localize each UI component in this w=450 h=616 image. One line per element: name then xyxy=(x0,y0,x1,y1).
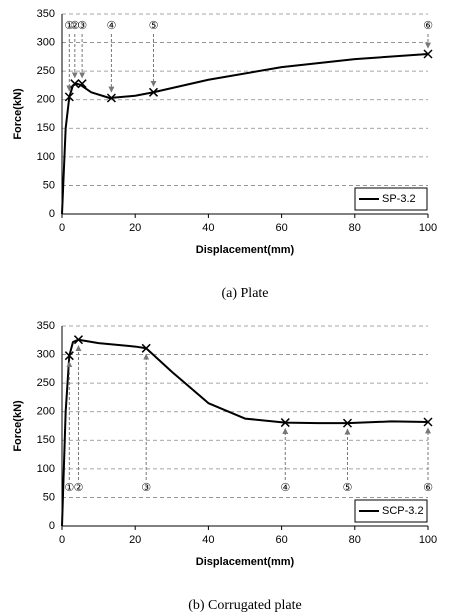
marker xyxy=(73,335,84,345)
y-tick-label: 50 xyxy=(43,179,55,191)
y-tick-label: 100 xyxy=(37,463,55,475)
x-tick-label: 20 xyxy=(129,222,141,234)
x-tick-label: 60 xyxy=(275,534,287,546)
y-tick-label: 250 xyxy=(37,65,55,77)
x-axis-title: Displacement(mm) xyxy=(196,244,295,256)
x-tick-label: 100 xyxy=(419,534,437,546)
legend-label: SP-3.2 xyxy=(382,193,416,205)
marker xyxy=(77,79,87,89)
x-tick-label: 20 xyxy=(129,534,141,546)
caption: (b) Corrugated plate xyxy=(188,598,302,613)
legend-label: SCP-3.2 xyxy=(382,505,424,517)
marker xyxy=(423,417,433,427)
annotation-label: ⑤ xyxy=(149,19,159,32)
annotation-label: ③ xyxy=(141,481,151,494)
x-tick-label: 80 xyxy=(349,222,361,234)
annotation-label: ② xyxy=(74,481,84,494)
y-tick-label: 150 xyxy=(37,122,55,134)
y-tick-label: 50 xyxy=(43,491,55,503)
annotation-label: ⑤ xyxy=(343,481,353,494)
annotation-label: ⑥ xyxy=(423,481,433,494)
annotation-label: ③ xyxy=(77,19,87,32)
marker xyxy=(423,49,433,59)
data-line xyxy=(61,53,429,215)
marker xyxy=(280,418,290,428)
legend-box xyxy=(354,499,428,523)
annotation-label: ④ xyxy=(280,481,290,494)
data-line xyxy=(61,338,429,527)
caption: (a) Plate xyxy=(221,286,268,301)
y-tick-label: 200 xyxy=(37,94,55,106)
marker xyxy=(141,343,151,353)
marker xyxy=(64,351,74,361)
marker xyxy=(106,93,116,103)
x-tick-label: 40 xyxy=(202,534,214,546)
x-tick-label: 100 xyxy=(419,222,437,234)
x-axis-title: Displacement(mm) xyxy=(196,556,295,568)
y-tick-label: 200 xyxy=(37,406,55,418)
marker xyxy=(64,92,74,102)
x-tick-label: 40 xyxy=(202,222,214,234)
y-tick-label: 300 xyxy=(37,348,55,360)
y-tick-label: 350 xyxy=(37,8,55,20)
y-tick-label: 0 xyxy=(49,520,55,532)
annotation-label: ① xyxy=(64,481,74,494)
y-tick-label: 0 xyxy=(49,208,55,220)
marker xyxy=(148,87,159,97)
legend-box xyxy=(354,187,428,211)
y-tick-label: 100 xyxy=(37,151,55,163)
y-axis-title: Force(kN) xyxy=(12,400,24,452)
x-tick-label: 0 xyxy=(59,222,65,234)
annotation-label: ⑥ xyxy=(423,19,433,32)
y-axis-title: Force(kN) xyxy=(12,88,24,140)
y-tick-label: 350 xyxy=(37,320,55,332)
annotation-label: ① xyxy=(64,19,74,32)
marker xyxy=(342,418,353,428)
annotation-label: ④ xyxy=(106,19,116,32)
y-tick-label: 300 xyxy=(37,36,55,48)
x-tick-label: 80 xyxy=(349,534,361,546)
annotation-label: ② xyxy=(70,19,80,32)
y-tick-label: 150 xyxy=(37,434,55,446)
marker xyxy=(70,79,80,89)
x-tick-label: 0 xyxy=(59,534,65,546)
x-tick-label: 60 xyxy=(275,222,287,234)
y-tick-label: 250 xyxy=(37,377,55,389)
